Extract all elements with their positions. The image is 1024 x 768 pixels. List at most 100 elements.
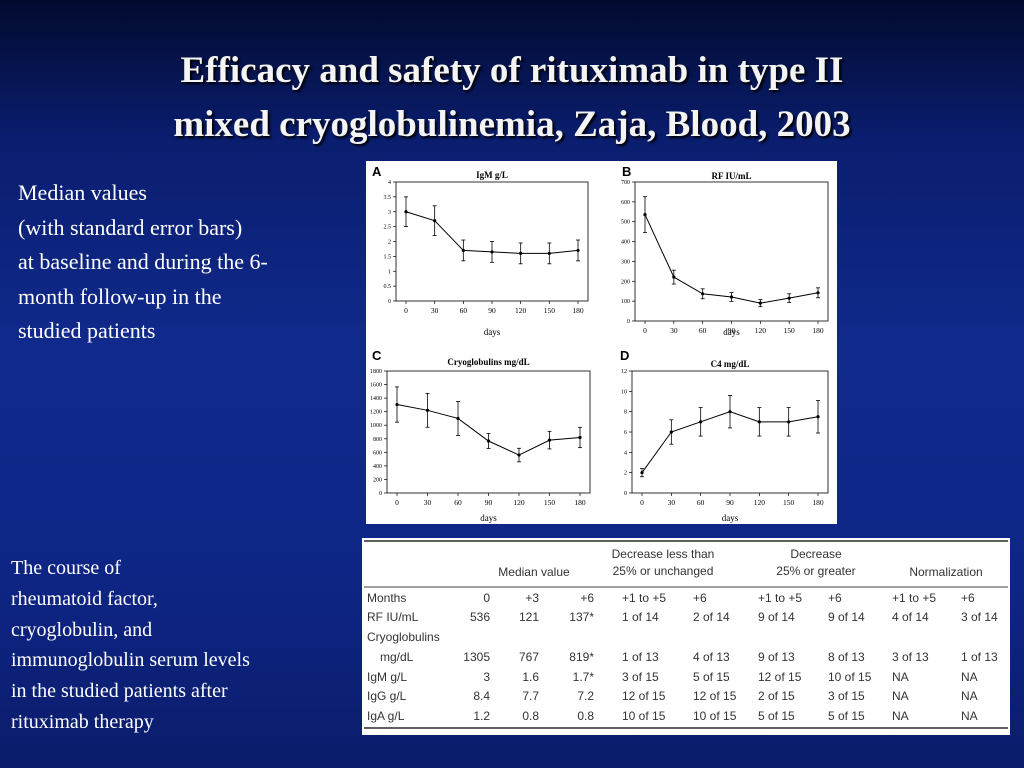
y-tick-label: 500 bbox=[621, 220, 630, 226]
data-point bbox=[576, 248, 580, 253]
table-cell: 3 of 13 bbox=[892, 650, 929, 664]
table-cell: 7.7 bbox=[522, 689, 539, 703]
plot-frame bbox=[386, 370, 591, 494]
y-tick-label: 300 bbox=[621, 259, 630, 265]
x-tick-label: 90 bbox=[728, 326, 736, 335]
data-point bbox=[728, 410, 732, 414]
data-point bbox=[699, 420, 703, 424]
table-row-label: Months bbox=[367, 591, 406, 605]
data-point bbox=[672, 275, 676, 279]
x-tick-label: 180 bbox=[812, 498, 824, 507]
desc-line: Median values bbox=[18, 180, 147, 205]
table-cell: +6 bbox=[580, 591, 594, 605]
table-cell: NA bbox=[961, 670, 978, 684]
y-tick-label: 3 bbox=[388, 210, 391, 216]
y-tick-label: 800 bbox=[373, 437, 382, 443]
y-tick-label: 200 bbox=[621, 279, 630, 285]
title-line-1: Efficacy and safety of rituximab in type… bbox=[180, 50, 844, 91]
table-cell: +3 bbox=[525, 591, 539, 605]
x-tick-label: 0 bbox=[395, 498, 399, 507]
table-cell: 767 bbox=[519, 650, 539, 664]
x-tick-label: 150 bbox=[544, 306, 556, 315]
table-cell: 1 of 14 bbox=[622, 610, 659, 624]
y-tick-label: 4 bbox=[388, 180, 391, 186]
x-tick-label: 30 bbox=[424, 498, 432, 507]
x-tick-label: 0 bbox=[640, 498, 644, 507]
slide-title: Efficacy and safety of rituximab in type… bbox=[40, 44, 984, 152]
y-tick-label: 1 bbox=[388, 269, 391, 275]
y-tick-label: 1000 bbox=[370, 423, 382, 429]
table-row-label: IgG g/L bbox=[367, 689, 407, 703]
data-point bbox=[517, 453, 521, 457]
x-tick-label: 120 bbox=[515, 306, 527, 315]
data-point bbox=[787, 296, 791, 300]
line-charts-svg: A IgM g/L00.511.522.533.540 30 60 90 120 150 18… bbox=[370, 164, 829, 523]
desc-line: rheumatoid factor, bbox=[11, 587, 158, 610]
desc-line: month follow-up in the bbox=[18, 283, 222, 309]
table-cell: 1 of 13 bbox=[622, 650, 659, 664]
data-point bbox=[486, 439, 491, 443]
results-table: Median value Decrease less than 25% or unc… bbox=[362, 538, 1010, 735]
x-tick-label: 180 bbox=[574, 498, 586, 507]
table-cell: 3 bbox=[483, 670, 490, 684]
x-tick-label: 150 bbox=[544, 498, 556, 507]
table-cell: 121 bbox=[519, 610, 539, 624]
panel-letter: C bbox=[372, 348, 382, 363]
series-line bbox=[644, 214, 819, 304]
y-tick-label: 1600 bbox=[370, 383, 382, 389]
x-tick-label: 90 bbox=[488, 306, 496, 315]
y-tick-label: 3.5 bbox=[384, 195, 392, 201]
table-description: The course of rheumatoid factor, cryoglo… bbox=[11, 553, 331, 738]
table-cell: NA bbox=[961, 709, 978, 723]
data-point bbox=[404, 210, 408, 214]
data-point bbox=[547, 438, 552, 442]
results-table-svg: Median value Decrease less than 25% or unc… bbox=[364, 540, 1008, 729]
table-cell: 7.2 bbox=[577, 689, 594, 703]
y-tick-label: 1.5 bbox=[384, 254, 392, 260]
table-cell: +1 to +5 bbox=[892, 591, 936, 605]
table-cell: NA bbox=[892, 689, 909, 703]
table-cell: 2 of 14 bbox=[693, 610, 730, 624]
panel-title: Cryoglobulins mg/dL bbox=[447, 357, 529, 367]
data-point bbox=[640, 471, 644, 475]
table-cell: 1.7* bbox=[573, 670, 595, 684]
table-cell: 1.2 bbox=[473, 709, 490, 723]
y-tick-label: 6 bbox=[624, 430, 627, 436]
panel-letter: D bbox=[620, 348, 629, 363]
table-cell: 8.4 bbox=[473, 689, 490, 703]
table-cell: 12 of 15 bbox=[758, 670, 802, 684]
x-axis-label: days bbox=[480, 513, 497, 523]
table-cell: 536 bbox=[470, 610, 490, 624]
data-point bbox=[701, 292, 705, 296]
table-cell: 9 of 14 bbox=[758, 610, 795, 624]
table-cell: 1 of 13 bbox=[961, 650, 998, 664]
data-point bbox=[643, 212, 647, 217]
table-cell: 0.8 bbox=[577, 709, 594, 723]
desc-line: cryoglobulin, and bbox=[11, 618, 153, 641]
x-tick-label: 120 bbox=[755, 326, 767, 335]
table-cell: NA bbox=[892, 709, 909, 723]
table-cell: 12 of 15 bbox=[693, 689, 737, 703]
x-tick-label: 30 bbox=[431, 306, 439, 315]
y-tick-label: 700 bbox=[621, 180, 630, 186]
y-tick-label: 100 bbox=[621, 299, 630, 305]
panel-letter: B bbox=[622, 164, 631, 179]
table-cell: 10 of 15 bbox=[828, 670, 872, 684]
x-tick-label: 150 bbox=[783, 498, 795, 507]
y-tick-label: 600 bbox=[621, 200, 630, 206]
table-cell: +6 bbox=[693, 591, 707, 605]
table-cell: 5 of 15 bbox=[758, 709, 795, 723]
panel-letter: A bbox=[372, 164, 382, 179]
panel-title: RF IU/mL bbox=[712, 171, 752, 181]
y-tick-label: 2.5 bbox=[384, 225, 392, 231]
y-tick-label: 200 bbox=[373, 477, 382, 483]
data-point bbox=[425, 408, 430, 412]
table-group-header: 25% or greater bbox=[776, 564, 855, 578]
table-cell: 10 of 15 bbox=[622, 709, 666, 723]
table-cell: 137* bbox=[569, 610, 594, 624]
data-point bbox=[816, 291, 820, 295]
table-group-header: Normalization bbox=[909, 565, 982, 579]
y-tick-label: 0 bbox=[627, 319, 630, 325]
x-tick-label: 90 bbox=[726, 498, 734, 507]
